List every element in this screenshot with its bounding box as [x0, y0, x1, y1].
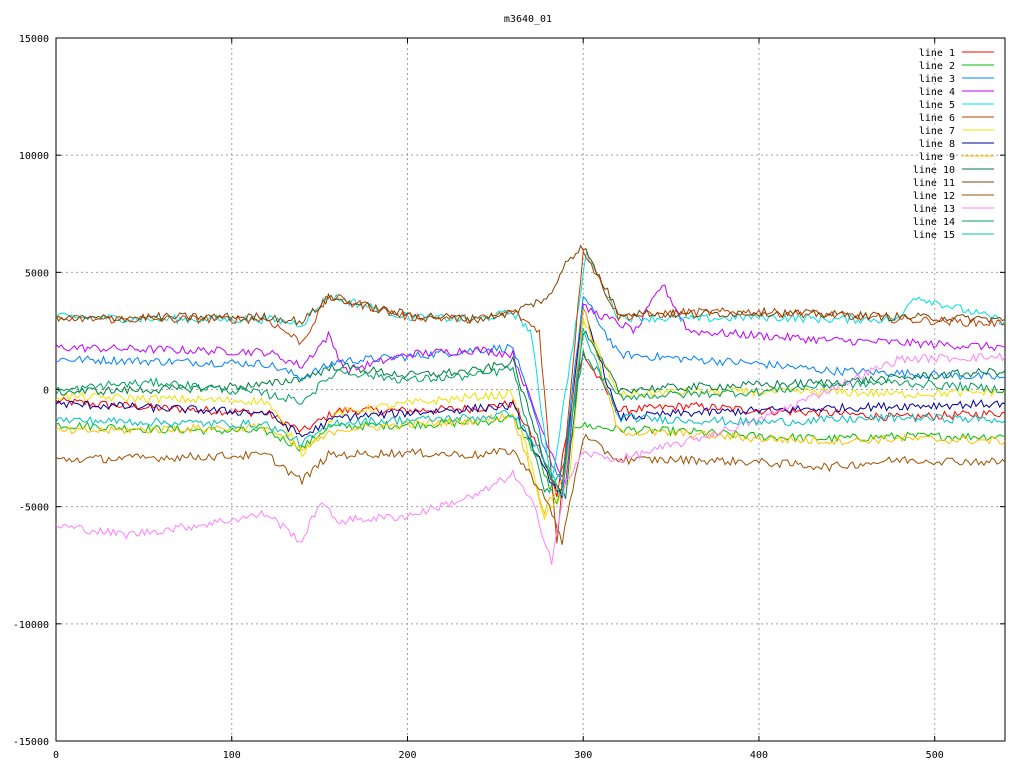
grid-lines [56, 38, 1005, 741]
x-axis-ticks: 0 100 200 300 400 500 [53, 38, 944, 761]
y-tick-label: 15000 [19, 34, 49, 45]
y-tick-label: -10000 [13, 620, 49, 631]
legend-label-15: line 15 [913, 230, 955, 241]
y-tick-label: 5000 [25, 268, 49, 279]
series-line-3 [55, 295, 1006, 487]
legend-label-13: line 13 [913, 204, 955, 215]
legend-label-3: line 3 [919, 74, 955, 85]
legend-label-5: line 5 [919, 100, 955, 111]
series-line-8 [55, 307, 1006, 499]
x-tick-label: 500 [926, 750, 944, 761]
series-line-15 [55, 327, 1006, 496]
y-tick-label: 10000 [19, 151, 49, 162]
y-tick-label: 0 [43, 386, 49, 397]
x-tick-label: 100 [223, 750, 241, 761]
series-line-14 [55, 349, 1006, 494]
series-lines [55, 244, 1006, 565]
series-line-2 [55, 414, 1006, 506]
legend-label-1: line 1 [919, 48, 955, 59]
x-tick-label: 200 [398, 750, 416, 761]
legend-label-4: line 4 [919, 87, 955, 98]
y-axis-ticks: -15000 -10000 -5000 0 5000 10000 15000 [13, 34, 1005, 748]
y-tick-label: -15000 [13, 737, 49, 748]
x-tick-label: 0 [53, 750, 59, 761]
legend-label-14: line 14 [913, 217, 955, 228]
legend-label-2: line 2 [919, 61, 955, 72]
legend-label-8: line 8 [919, 139, 955, 150]
series-line-5 [55, 250, 1006, 482]
legend-label-11: line 11 [913, 178, 955, 189]
series-line-7 [55, 319, 1005, 521]
x-tick-label: 300 [574, 750, 592, 761]
legend-label-7: line 7 [919, 126, 955, 137]
series-line-1 [55, 352, 1006, 498]
y-tick-label: -5000 [19, 503, 49, 514]
legend-label-9: line 9 [919, 152, 955, 163]
legend-label-10: line 10 [913, 165, 955, 176]
series-line-11 [55, 244, 1006, 326]
legend: line 1 line 2 line 3 line 4 line 5 line 6 line… [913, 48, 994, 241]
series-line-12 [55, 433, 1006, 545]
x-tick-label: 400 [750, 750, 768, 761]
legend-label-12: line 12 [913, 191, 955, 202]
chart-title: m3640_01 [504, 14, 552, 25]
legend-label-6: line 6 [919, 113, 955, 124]
series-line-4 [55, 284, 1006, 486]
